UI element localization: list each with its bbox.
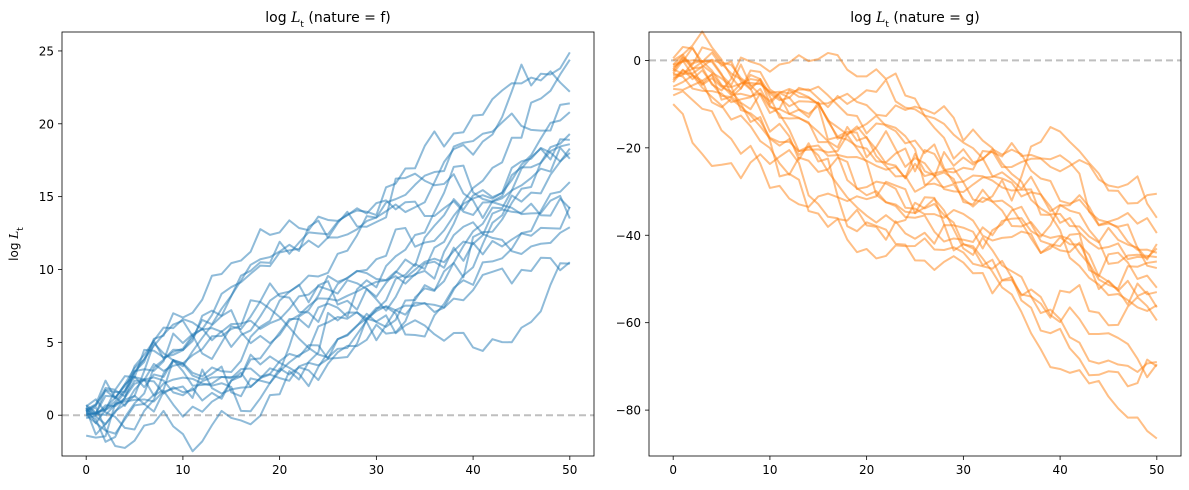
right-y-tick-label: −80 bbox=[616, 404, 641, 418]
left-series-line-12 bbox=[85, 181, 571, 453]
right-x-tick-label: 30 bbox=[956, 463, 971, 477]
left-series-line-2 bbox=[85, 59, 571, 425]
left-y-axis-label: log Lt bbox=[7, 227, 26, 261]
right-series-line-2 bbox=[672, 30, 1158, 219]
right-x-tick-label: 10 bbox=[762, 463, 777, 477]
left-series-line-15 bbox=[86, 194, 571, 415]
right-x-tick-label: 0 bbox=[669, 463, 677, 477]
left-chart-title-var: L bbox=[290, 10, 300, 26]
left-series-line-9 bbox=[85, 147, 571, 415]
right-x-tick-label: 20 bbox=[859, 463, 874, 477]
right-chart-title-post: (nature = g) bbox=[889, 10, 980, 26]
right-chart-title: log Lt (nature = g) bbox=[850, 10, 979, 30]
right-series-line-3 bbox=[672, 46, 1158, 243]
left-y-tick-label: 25 bbox=[39, 44, 54, 58]
right-chart-title-sub: t bbox=[885, 20, 889, 30]
left-chart-panel: 0 10 20 30 40 50 0 5 10 15 20 25 log Lt (nature = f)… bbox=[7, 10, 595, 477]
right-series-line-9 bbox=[672, 51, 1158, 270]
left-x-tick-label: 10 bbox=[175, 463, 190, 477]
left-x-tick-label: 50 bbox=[562, 463, 577, 477]
right-x-tick-label: 40 bbox=[1052, 463, 1067, 477]
left-series-line-10 bbox=[85, 146, 571, 420]
left-series-line-14 bbox=[85, 197, 571, 411]
right-series-line-1 bbox=[672, 45, 1157, 205]
right-y-tick-label: 0 bbox=[633, 54, 641, 68]
left-x-tick-label: 30 bbox=[369, 463, 384, 477]
right-series-line-18 bbox=[672, 72, 1158, 440]
left-y-tick-label: 15 bbox=[39, 190, 54, 204]
left-y-tick-label: 5 bbox=[46, 336, 54, 350]
left-axes-frame bbox=[61, 31, 595, 457]
right-chart-panel: 0 10 20 30 40 50 0 −20 −40 −60 −80 log Lt (nature =… bbox=[616, 10, 1182, 477]
left-y-tick-label: 20 bbox=[39, 117, 54, 131]
left-y-tick-label: 10 bbox=[39, 263, 54, 277]
right-series-line-10 bbox=[672, 74, 1158, 289]
right-y-tick-label: −60 bbox=[616, 316, 641, 330]
right-series-line-11 bbox=[672, 59, 1158, 306]
left-x-tick-label: 0 bbox=[82, 463, 90, 477]
right-chart-title-pre: log bbox=[850, 10, 876, 26]
left-y-axis-label-pre: log bbox=[7, 239, 21, 261]
right-y-tick-label: −20 bbox=[616, 141, 641, 155]
right-axes-frame bbox=[648, 31, 1182, 457]
left-chart-title-pre: log bbox=[265, 10, 291, 26]
right-series-line-17 bbox=[672, 103, 1158, 388]
left-series-line-8 bbox=[85, 143, 571, 414]
left-series-line-13 bbox=[85, 206, 571, 439]
left-series-line-4 bbox=[85, 102, 570, 417]
right-series-line-16 bbox=[673, 79, 1158, 379]
right-series-line-12 bbox=[672, 53, 1158, 312]
left-series-line-18 bbox=[85, 262, 570, 412]
right-y-tick-label: −40 bbox=[616, 229, 641, 243]
right-chart-title-var: L bbox=[875, 10, 885, 26]
left-series-line-17 bbox=[85, 256, 571, 417]
right-series-line-7 bbox=[672, 60, 1157, 265]
left-chart-title-post: (nature = f) bbox=[304, 10, 391, 26]
left-chart-title: log Lt (nature = f) bbox=[265, 10, 390, 30]
left-series-line-16 bbox=[85, 221, 571, 431]
left-chart-title-sub: t bbox=[300, 20, 304, 30]
right-series-line-5 bbox=[672, 59, 1158, 261]
left-x-tick-label: 20 bbox=[272, 463, 287, 477]
left-x-tick-label: 40 bbox=[465, 463, 480, 477]
left-series-line-11 bbox=[85, 146, 571, 426]
left-y-axis-label-sub: t bbox=[16, 227, 26, 231]
right-x-tick-label: 50 bbox=[1149, 463, 1164, 477]
left-y-axis-label-var: L bbox=[7, 231, 21, 240]
left-y-tick-label: 0 bbox=[46, 409, 54, 423]
right-series-line-8 bbox=[672, 69, 1157, 290]
